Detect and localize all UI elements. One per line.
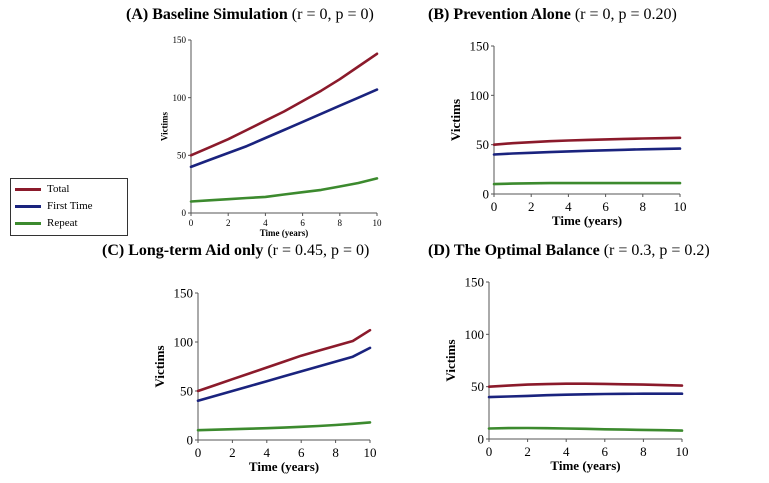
legend-label-total: Total	[47, 183, 70, 195]
panel-b-title: (B) Prevention Alone (r = 0, p = 0.20)	[428, 6, 677, 24]
series-line-first-time	[487, 392, 684, 399]
chart-legend: Total First Time Repeat	[10, 178, 128, 236]
y-tick-label: 100	[470, 88, 490, 103]
x-tick-label: 10	[674, 199, 687, 214]
x-tick-label: 6	[300, 218, 305, 228]
panel-a-title-main: (A) Baseline Simulation	[126, 6, 288, 23]
panel-d-title: (D) The Optimal Balance (r = 0.3, p = 0.…	[428, 242, 710, 260]
panel-c-title-params: (r = 0.45, p = 0)	[267, 242, 370, 259]
x-axis-label: Time (years)	[552, 213, 622, 228]
y-axis-label: Victims	[160, 111, 170, 141]
series-line-repeat	[487, 426, 684, 432]
series-line-repeat	[196, 421, 372, 432]
x-axis-label: Time (years)	[249, 459, 319, 474]
x-tick-label: 2	[524, 444, 531, 459]
y-tick-label: 50	[471, 379, 484, 394]
y-tick-label: 50	[177, 150, 187, 160]
panel-d-title-params: (r = 0.3, p = 0.2)	[603, 242, 710, 259]
series-line-total	[492, 136, 682, 146]
x-tick-label: 0	[486, 444, 493, 459]
y-tick-label: 0	[182, 208, 187, 218]
y-tick-label: 150	[470, 39, 490, 54]
x-tick-label: 8	[332, 445, 339, 460]
series-line-first-time	[492, 147, 682, 156]
panel-a-title: (A) Baseline Simulation (r = 0, p = 0)	[126, 6, 374, 24]
x-tick-label: 0	[491, 199, 498, 214]
series-line-total	[189, 52, 379, 157]
series-line-repeat	[189, 177, 379, 203]
x-tick-label: 0	[195, 445, 202, 460]
panel-b-title-params: (r = 0, p = 0.20)	[574, 6, 677, 23]
x-tick-label: 4	[263, 218, 268, 228]
x-tick-label: 10	[364, 445, 377, 460]
y-tick-label: 150	[465, 275, 485, 290]
panel-c-title-main: (C) Long-term Aid only	[102, 242, 264, 259]
legend-swatch-first-time	[15, 204, 41, 208]
legend-swatch-total	[15, 187, 41, 191]
legend-item-first-time: First Time	[15, 198, 93, 214]
panel-c-title: (C) Long-term Aid only (r = 0.45, p = 0)	[102, 242, 369, 260]
y-tick-label: 50	[180, 384, 193, 399]
series-line-total	[487, 382, 684, 388]
x-tick-label: 6	[602, 444, 609, 459]
x-tick-label: 8	[338, 218, 343, 228]
y-tick-label: 0	[483, 187, 490, 202]
x-tick-label: 8	[640, 199, 647, 214]
y-tick-label: 150	[174, 286, 194, 301]
series-line-repeat	[492, 181, 682, 186]
x-tick-label: 2	[528, 199, 535, 214]
legend-label-first-time: First Time	[47, 200, 93, 212]
x-tick-label: 4	[563, 444, 570, 459]
series-line-first-time	[196, 346, 372, 403]
x-tick-label: 8	[640, 444, 647, 459]
y-axis-label: Victims	[152, 345, 167, 387]
y-tick-label: 100	[174, 335, 194, 350]
series-line-total	[196, 328, 372, 393]
y-tick-label: 100	[173, 93, 187, 103]
y-tick-label: 50	[476, 137, 489, 152]
x-tick-label: 4	[565, 199, 572, 214]
y-axis-label: Victims	[448, 99, 463, 141]
legend-item-repeat: Repeat	[15, 215, 78, 231]
panel-d-title-main: (D) The Optimal Balance	[428, 242, 600, 259]
y-axis-label: Victims	[443, 339, 458, 381]
panel-a-title-params: (r = 0, p = 0)	[291, 6, 374, 23]
y-tick-label: 0	[478, 432, 485, 447]
y-tick-label: 100	[465, 327, 485, 342]
x-tick-label: 0	[189, 218, 194, 228]
x-axis-label: Time (years)	[550, 458, 620, 473]
legend-item-total: Total	[15, 181, 69, 197]
x-tick-label: 10	[373, 218, 383, 228]
x-tick-label: 2	[226, 218, 231, 228]
x-tick-label: 10	[676, 444, 689, 459]
panel-b-title-main: (B) Prevention Alone	[428, 6, 571, 23]
legend-swatch-repeat	[15, 221, 41, 225]
x-axis-label: Time (years)	[260, 228, 309, 238]
x-tick-label: 6	[602, 199, 609, 214]
y-tick-label: 0	[187, 433, 194, 448]
series-line-first-time	[189, 88, 379, 169]
x-tick-label: 6	[298, 445, 305, 460]
legend-label-repeat: Repeat	[47, 217, 78, 229]
y-tick-label: 150	[173, 35, 187, 45]
x-tick-label: 4	[264, 445, 271, 460]
x-tick-label: 2	[229, 445, 236, 460]
